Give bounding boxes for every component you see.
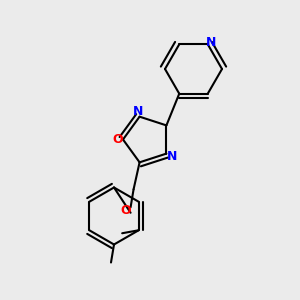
- Text: N: N: [133, 105, 143, 118]
- Text: N: N: [206, 36, 217, 49]
- Text: O: O: [121, 204, 131, 217]
- Text: O: O: [112, 133, 123, 146]
- Text: N: N: [167, 149, 177, 163]
